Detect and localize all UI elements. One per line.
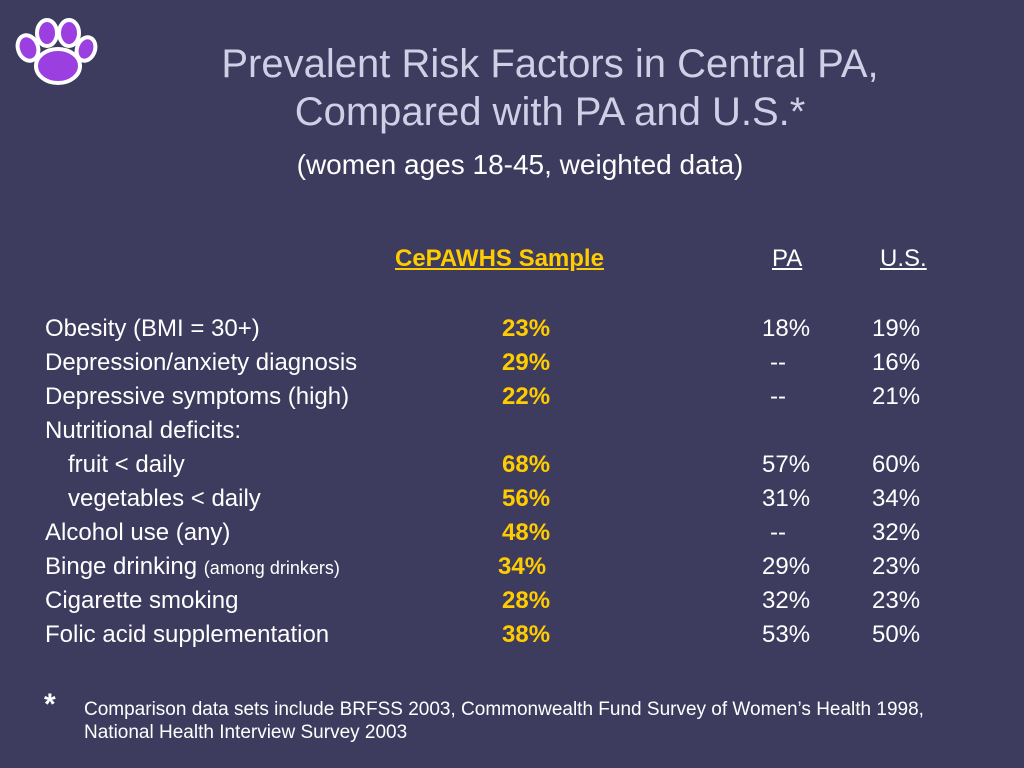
table-row: vegetables < daily 56% 31% 34% (0, 485, 1024, 519)
pa-value: 31% (762, 485, 811, 512)
sample-value: 68% (502, 451, 551, 478)
footnote-marker: * (44, 688, 56, 721)
row-label: Nutritional deficits: (45, 417, 242, 444)
slide-title: Prevalent Risk Factors in Central PA, Co… (120, 40, 980, 136)
row-label: Obesity (BMI = 30+) (45, 315, 260, 342)
pa-value: -- (770, 383, 786, 410)
pa-value: 53% (762, 621, 811, 648)
row-label: Depression/anxiety diagnosis (45, 349, 358, 376)
row-label-note: (among drinkers) (203, 558, 340, 578)
row-label: Cigarette smoking (45, 587, 239, 614)
row-label: Depressive symptoms (high) (45, 383, 350, 410)
title-line-2: Compared with PA and U.S.* (294, 90, 806, 134)
sample-value: 23% (502, 315, 551, 342)
table-row: Nutritional deficits: (0, 417, 1024, 451)
table-row: Cigarette smoking 28% 32% 23% (0, 587, 1024, 621)
sample-value: 29% (502, 349, 551, 376)
table-row: fruit < daily 68% 57% 60% (0, 451, 1024, 485)
footnote-text: Comparison data sets include BRFSS 2003,… (84, 699, 924, 743)
sample-value: 22% (502, 383, 551, 410)
sample-value: 56% (502, 485, 551, 512)
us-value: 19% (872, 315, 921, 342)
row-label: fruit < daily (68, 451, 185, 478)
row-label: Alcohol use (any) (45, 519, 231, 546)
us-value: 23% (872, 553, 921, 580)
pa-value: -- (770, 349, 786, 376)
table-row: Alcohol use (any) 48% -- 32% (0, 519, 1024, 553)
pa-value: 57% (762, 451, 811, 478)
pa-value: 18% (762, 315, 811, 342)
pa-value: 29% (762, 553, 811, 580)
sample-value: 34% (498, 553, 547, 580)
slide-subtitle: (women ages 18-45, weighted data) (296, 149, 744, 180)
sample-value: 28% (502, 587, 551, 614)
sample-value: 48% (502, 519, 551, 546)
row-label: vegetables < daily (68, 485, 261, 512)
pa-value: -- (770, 519, 786, 546)
table-row: Depression/anxiety diagnosis 29% -- 16% (0, 349, 1024, 383)
us-value: 21% (872, 383, 921, 410)
header-cepawhs-sample: CePAWHS Sample (395, 245, 604, 272)
us-value: 50% (872, 621, 921, 648)
table-row: Folic acid supplementation 38% 53% 50% (0, 621, 1024, 655)
table-row: Depressive symptoms (high) 22% -- 21% (0, 383, 1024, 417)
paw-print-icon (15, 18, 98, 85)
header-pa: PA (772, 245, 803, 272)
us-value: 34% (872, 485, 921, 512)
pa-value: 32% (762, 587, 811, 614)
title-line-1: Prevalent Risk Factors in Central PA, (221, 42, 879, 86)
us-value: 32% (872, 519, 921, 546)
row-label-main: Binge drinking (45, 553, 198, 580)
table-row: Binge drinking (among drinkers) 34% 29% … (0, 553, 1024, 587)
us-value: 23% (872, 587, 921, 614)
header-us: U.S. (880, 245, 927, 272)
row-label: Binge drinking (among drinkers) (45, 553, 340, 581)
row-label: Folic acid supplementation (45, 621, 330, 648)
us-value: 60% (872, 451, 921, 478)
sample-value: 38% (502, 621, 551, 648)
us-value: 16% (872, 349, 921, 376)
table-row: Obesity (BMI = 30+) 23% 18% 19% (0, 315, 1024, 349)
